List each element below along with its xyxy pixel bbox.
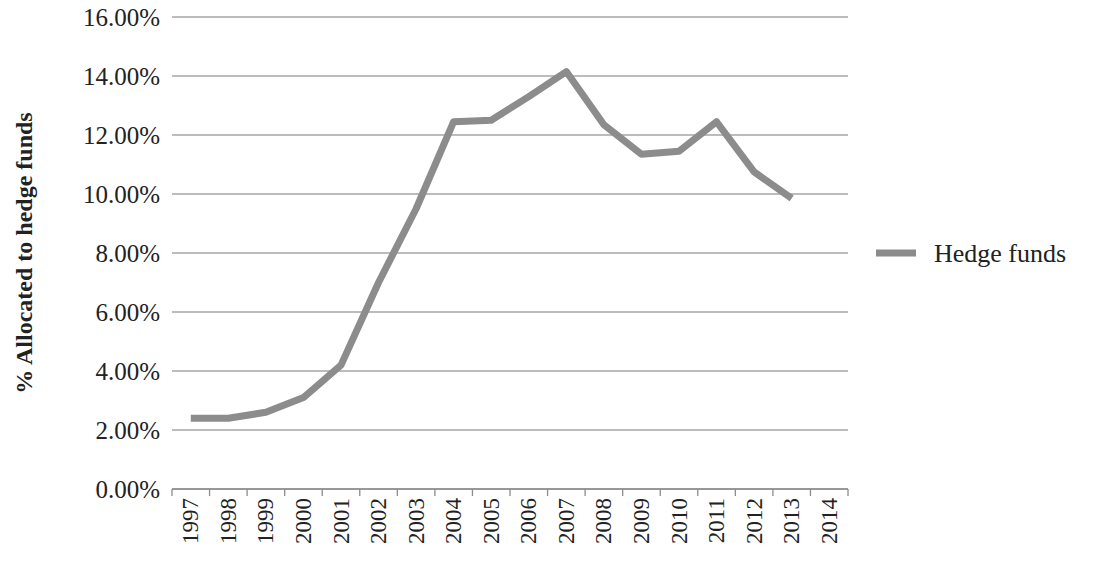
y-tick-label: 16.00%	[83, 4, 160, 31]
y-tick-label: 6.00%	[95, 299, 160, 326]
grid-line	[172, 370, 848, 371]
x-tick-label: 2004	[441, 498, 466, 545]
y-axis-title: % Allocated to hedge funds	[11, 112, 37, 393]
grid-line	[172, 75, 848, 76]
y-tick-label: 12.00%	[83, 122, 160, 149]
x-tick	[246, 489, 247, 496]
x-tick-label: 2008	[591, 498, 616, 544]
series-line	[191, 72, 792, 419]
x-tick	[284, 489, 285, 496]
y-tick-label: 10.00%	[83, 181, 160, 208]
grid-line	[172, 311, 848, 312]
x-tick-label: 2006	[516, 498, 541, 544]
x-tick-label: 2007	[554, 498, 579, 544]
x-tick	[622, 489, 623, 496]
x-tick	[810, 489, 811, 496]
x-tick-label: 2014	[817, 498, 842, 545]
x-tick	[584, 489, 585, 496]
x-tick-label: 2000	[291, 498, 316, 544]
x-tick	[735, 489, 736, 496]
x-tick-label: 1999	[253, 498, 278, 544]
x-tick-label: 2009	[629, 498, 654, 544]
grid-line	[172, 134, 848, 135]
x-tick-label: 1997	[178, 498, 203, 544]
x-tick	[209, 489, 210, 496]
x-tick	[847, 489, 848, 496]
x-tick	[472, 489, 473, 496]
legend-label: Hedge funds	[934, 239, 1066, 268]
legend-swatch	[876, 250, 916, 257]
x-tick	[547, 489, 548, 496]
x-tick	[397, 489, 398, 496]
grid-line	[172, 193, 848, 194]
x-tick-label: 2012	[742, 498, 767, 544]
plot-area	[191, 72, 792, 419]
x-tick	[171, 489, 172, 496]
x-tick-label: 2010	[667, 498, 692, 544]
x-tick-label: 2002	[366, 498, 391, 544]
x-tick-label: 1998	[216, 498, 241, 544]
x-tick	[359, 489, 360, 496]
chart-container: 0.00% 2.00% 4.00% 6.00% 8.00% 10.00% 12.00% 14.…	[0, 0, 1100, 576]
y-tick-label: 2.00%	[95, 417, 160, 444]
x-tick	[322, 489, 323, 496]
x-tick-label: 2005	[479, 498, 504, 544]
y-tick-label: 4.00%	[95, 358, 160, 385]
x-tick	[697, 489, 698, 496]
y-tick-label: 8.00%	[95, 240, 160, 267]
chart-svg: 0.00% 2.00% 4.00% 6.00% 8.00% 10.00% 12.00% 14.…	[0, 0, 1100, 576]
x-tick-label: 2001	[329, 498, 354, 544]
x-tick	[509, 489, 510, 496]
x-tick	[772, 489, 773, 496]
y-tick-label: 14.00%	[83, 63, 160, 90]
x-tick-label: 2003	[404, 498, 429, 544]
grid-line	[172, 16, 848, 17]
x-tick-label: 2013	[779, 498, 804, 544]
x-tick	[660, 489, 661, 496]
x-tick	[434, 489, 435, 496]
y-tick-label: 0.00%	[95, 476, 160, 503]
x-tick-label: 2011	[704, 498, 729, 543]
grid-line	[172, 252, 848, 253]
grid-line	[172, 429, 848, 430]
